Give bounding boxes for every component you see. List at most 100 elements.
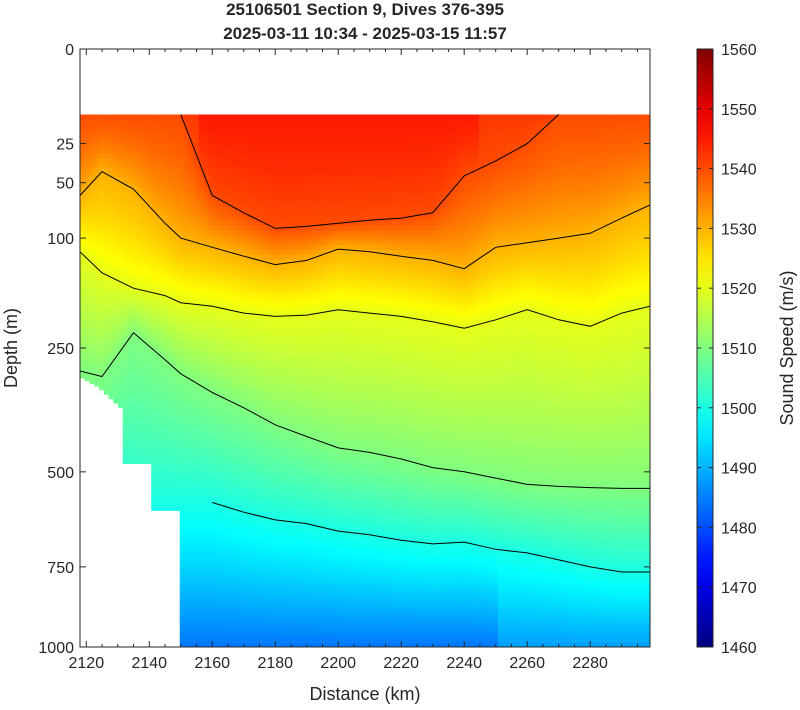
heatmap-cell bbox=[289, 467, 295, 474]
heatmap-cell bbox=[260, 598, 266, 605]
heatmap-cell bbox=[184, 390, 190, 396]
heatmap-cell bbox=[80, 371, 86, 377]
heatmap-cell bbox=[122, 404, 129, 411]
heatmap-cell bbox=[151, 250, 157, 256]
heatmap-cell bbox=[194, 559, 200, 566]
heatmap-cell bbox=[308, 467, 314, 474]
heatmap-cell bbox=[141, 254, 148, 261]
heatmap-cell bbox=[160, 133, 167, 140]
heatmap-cell bbox=[203, 550, 209, 556]
heatmap-cell bbox=[279, 283, 285, 290]
heatmap-cell bbox=[151, 283, 157, 290]
heatmap-cell bbox=[217, 361, 224, 367]
heatmap-cell bbox=[213, 191, 219, 198]
heatmap-cell bbox=[227, 288, 233, 295]
heatmap-cell bbox=[175, 414, 181, 421]
heatmap-cell bbox=[175, 492, 181, 498]
heatmap-cell bbox=[317, 593, 323, 600]
heatmap-cell bbox=[293, 138, 300, 145]
heatmap-cell bbox=[227, 124, 233, 130]
heatmap-cell bbox=[255, 622, 262, 629]
heatmap-cell bbox=[179, 133, 186, 140]
heatmap-cell bbox=[298, 443, 304, 450]
heatmap-cell bbox=[132, 409, 138, 416]
heatmap-cell bbox=[246, 458, 252, 464]
heatmap-cell bbox=[312, 511, 319, 517]
heatmap-cell bbox=[317, 467, 323, 474]
heatmap-cell bbox=[160, 419, 167, 425]
heatmap-cell bbox=[103, 303, 110, 309]
heatmap-cell bbox=[203, 453, 209, 459]
heatmap-cell bbox=[151, 162, 157, 169]
heatmap-cell bbox=[146, 283, 152, 290]
heatmap-cell bbox=[241, 608, 247, 614]
heatmap-cell bbox=[141, 303, 148, 309]
heatmap-cell bbox=[265, 206, 271, 212]
heatmap-cell bbox=[132, 172, 138, 179]
heatmap-cell bbox=[236, 385, 243, 392]
heatmap-cell bbox=[289, 472, 295, 479]
heatmap-cell bbox=[175, 196, 181, 203]
heatmap-cell bbox=[108, 269, 114, 275]
heatmap-cell bbox=[103, 346, 110, 353]
heatmap-cell bbox=[170, 138, 176, 145]
heatmap-cell bbox=[156, 458, 162, 464]
heatmap-cell bbox=[308, 395, 314, 401]
heatmap-cell bbox=[236, 540, 243, 546]
heatmap-cell bbox=[284, 564, 290, 571]
heatmap-cell bbox=[113, 172, 119, 179]
heatmap-cell bbox=[284, 124, 290, 130]
heatmap-cell bbox=[194, 211, 200, 217]
heatmap-cell bbox=[189, 211, 195, 217]
heatmap-cell bbox=[175, 409, 181, 416]
heatmap-cell bbox=[208, 525, 214, 532]
heatmap-cell bbox=[322, 342, 328, 348]
heatmap-cell bbox=[160, 322, 167, 329]
heatmap-cell bbox=[236, 448, 243, 454]
heatmap-cell bbox=[184, 371, 190, 377]
heatmap-cell bbox=[227, 129, 233, 135]
heatmap-cell bbox=[236, 617, 243, 624]
heatmap-cell bbox=[203, 627, 209, 634]
heatmap-cell bbox=[312, 487, 319, 493]
heatmap-cell bbox=[146, 356, 152, 362]
heatmap-cell bbox=[113, 274, 119, 280]
heatmap-cell bbox=[236, 574, 243, 580]
heatmap-cell bbox=[222, 312, 228, 319]
heatmap-cell bbox=[151, 385, 157, 392]
heatmap-cell bbox=[312, 211, 319, 217]
heatmap-cell bbox=[289, 516, 295, 522]
heatmap-cell bbox=[137, 458, 143, 464]
heatmap-cell bbox=[232, 230, 238, 237]
heatmap-cell bbox=[122, 148, 129, 154]
heatmap-cell bbox=[236, 477, 243, 484]
heatmap-cell bbox=[151, 245, 157, 251]
heatmap-cell bbox=[184, 584, 190, 590]
heatmap-cell bbox=[179, 346, 186, 353]
heatmap-cell bbox=[303, 264, 309, 271]
heatmap-cell bbox=[322, 153, 328, 159]
heatmap-cell bbox=[213, 317, 219, 324]
heatmap-cell bbox=[208, 235, 214, 241]
heatmap-cell bbox=[108, 375, 114, 382]
heatmap-cell bbox=[260, 337, 266, 343]
heatmap-cell bbox=[236, 177, 243, 183]
heatmap-cell bbox=[208, 448, 214, 454]
heatmap-cell bbox=[122, 366, 129, 372]
heatmap-cell bbox=[327, 177, 333, 183]
heatmap-cell bbox=[312, 530, 319, 537]
heatmap-cell bbox=[108, 143, 114, 149]
heatmap-cell bbox=[203, 617, 209, 624]
heatmap-cell bbox=[255, 467, 262, 474]
heatmap-cell bbox=[303, 559, 309, 566]
heatmap-cell bbox=[203, 293, 209, 300]
heatmap-cell bbox=[146, 351, 152, 358]
heatmap-cell bbox=[141, 167, 148, 174]
heatmap-cell bbox=[141, 283, 148, 290]
heatmap-cell bbox=[222, 279, 228, 285]
heatmap-cell bbox=[179, 540, 186, 546]
heatmap-cell bbox=[265, 303, 271, 309]
heatmap-cell bbox=[232, 487, 238, 493]
heatmap-cell bbox=[160, 356, 167, 362]
heatmap-cell bbox=[246, 414, 252, 421]
